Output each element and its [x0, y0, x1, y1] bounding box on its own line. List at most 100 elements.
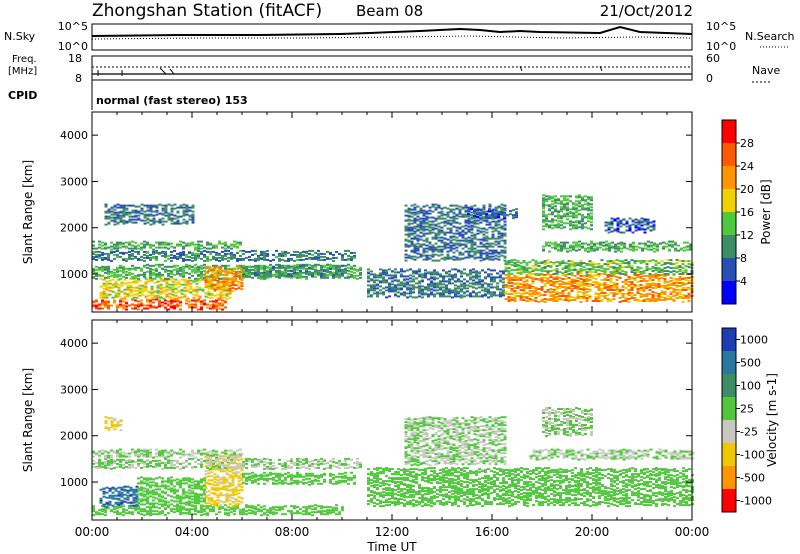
power-cell — [143, 214, 147, 217]
power-cell — [149, 244, 152, 247]
power-cell — [567, 294, 571, 296]
power-cell — [434, 227, 438, 230]
power-cell — [222, 287, 226, 290]
power-cell — [170, 217, 174, 220]
power-cell — [631, 231, 635, 234]
velocity-segment-0 — [92, 504, 344, 517]
power-cell — [578, 205, 581, 208]
power-cell — [665, 242, 668, 245]
power-cell — [681, 297, 685, 299]
velocity-cell — [114, 487, 118, 490]
velocity-cell — [152, 513, 155, 516]
power-cell — [448, 278, 451, 281]
power-cell — [128, 304, 131, 307]
power-cell — [192, 296, 196, 299]
power-cell — [485, 245, 489, 248]
power-cell — [134, 215, 138, 218]
power-cell — [430, 281, 433, 284]
power-cell — [227, 267, 230, 270]
power-cell — [200, 252, 203, 255]
power-cell — [213, 286, 217, 289]
power-cell — [188, 265, 191, 268]
power-cell — [216, 270, 220, 273]
velocity-cell — [335, 504, 338, 507]
power-cell — [542, 205, 545, 208]
power-cell — [251, 276, 254, 279]
velocity-cell — [179, 511, 182, 514]
power-cell — [640, 228, 644, 231]
power-cell — [188, 244, 191, 247]
power-cell — [557, 243, 560, 246]
power-cell — [338, 252, 341, 255]
power-cell — [213, 271, 217, 274]
power-cell — [439, 273, 442, 276]
power-cell — [633, 260, 637, 263]
power-cell — [143, 304, 146, 307]
power-cell — [113, 223, 117, 226]
power-cell — [425, 247, 429, 250]
power-cell — [572, 221, 575, 224]
power-cell — [206, 241, 209, 244]
power-cell — [105, 280, 109, 283]
power-cell — [165, 289, 169, 292]
power-cell — [254, 267, 257, 270]
power-cell — [516, 292, 520, 294]
power-cell — [299, 251, 302, 254]
power-cell — [576, 286, 580, 288]
power-cell — [610, 220, 614, 223]
power-cell — [152, 205, 156, 208]
power-cell — [482, 217, 485, 220]
power-cell — [645, 269, 649, 272]
power-cell — [491, 237, 495, 240]
power-cell — [653, 247, 656, 250]
power-cell — [540, 273, 544, 276]
y-tick-label: 4000 — [60, 129, 88, 142]
power-cell — [578, 202, 581, 205]
power-cell — [425, 216, 429, 219]
velocity-cell — [239, 509, 242, 512]
power-cell — [287, 257, 290, 260]
power-cell — [497, 230, 501, 233]
power-cell — [551, 242, 554, 245]
power-cell — [493, 286, 496, 289]
power-cell — [610, 223, 614, 226]
power-cell — [470, 244, 474, 247]
power-cell — [448, 273, 451, 276]
power-cell — [299, 269, 302, 272]
power-cell — [213, 274, 217, 277]
power-cell — [198, 279, 202, 282]
power-cell — [445, 275, 448, 278]
velocity-cell — [164, 514, 167, 517]
power-cell — [469, 282, 472, 285]
power-cell — [228, 278, 232, 281]
power-cell — [648, 279, 652, 281]
power-cell — [634, 218, 638, 221]
velocity-cell — [209, 505, 212, 508]
power-cell — [305, 272, 308, 275]
power-cell — [494, 206, 498, 209]
power-cell — [412, 296, 415, 299]
power-cell — [206, 255, 209, 258]
power-cell — [472, 276, 475, 279]
power-cell — [344, 249, 347, 252]
power-cell — [588, 264, 592, 267]
power-cell — [428, 248, 432, 251]
freq-spikes — [97, 65, 603, 76]
power-cell — [385, 279, 388, 282]
power-cell — [537, 301, 541, 303]
power-cell — [551, 213, 554, 216]
power-cell — [425, 258, 429, 261]
power-cell — [479, 217, 482, 220]
power-cell — [443, 233, 447, 236]
power-cell — [620, 247, 623, 250]
power-cell — [603, 271, 607, 274]
power-cell — [614, 245, 617, 248]
power-cell — [416, 219, 420, 222]
power-cell — [552, 294, 556, 296]
power-cell — [475, 287, 478, 290]
power-cell — [525, 287, 529, 289]
power-cell — [651, 274, 655, 276]
power-cell — [440, 221, 444, 224]
power-cell — [170, 242, 173, 245]
